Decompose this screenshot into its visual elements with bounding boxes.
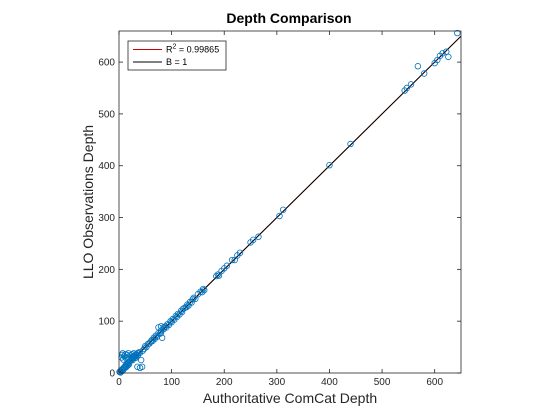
data-point [420, 70, 428, 77]
data-point [179, 305, 187, 312]
fit-lines [118, 35, 462, 374]
data-point [213, 272, 220, 280]
data-point [149, 337, 156, 345]
x-axis-label: Authoritative ComCat Depth [203, 390, 377, 406]
data-point [167, 317, 174, 325]
data-point [403, 84, 411, 92]
x-axis-ticks: 0 100 200 300 400 500 600 [116, 31, 443, 388]
data-point [156, 330, 164, 337]
x-tick-label: 600 [426, 377, 443, 388]
x-tick-label: 400 [321, 377, 338, 388]
data-point [189, 296, 196, 303]
data-point [255, 233, 262, 240]
data-point [198, 288, 206, 296]
data-point [231, 256, 238, 264]
data-point [125, 360, 133, 368]
data-point [276, 212, 283, 220]
data-point [236, 249, 244, 256]
data-point [160, 324, 167, 331]
data-point [138, 363, 146, 370]
legend: R2 = 0.99865 B = 1 [127, 40, 227, 71]
y-tick-label: 0 [109, 369, 115, 380]
data-point [158, 334, 166, 341]
data-point [162, 323, 169, 330]
plot-frame [118, 30, 462, 374]
data-point [143, 343, 150, 351]
y-tick-label: 600 [98, 58, 115, 69]
legend-b-label: B = 1 [166, 57, 187, 67]
x-tick-label: 0 [116, 377, 122, 388]
data-point [407, 81, 415, 88]
data-point [124, 362, 132, 369]
data-point [228, 256, 236, 264]
data-point [123, 363, 131, 370]
data-point [151, 335, 158, 342]
data-point [347, 140, 354, 148]
y-axis-label: LLO Observations Depth [80, 125, 96, 279]
data-point [326, 162, 333, 169]
chart-title: Depth Comparison [226, 10, 351, 26]
x-tick-label: 300 [269, 377, 286, 388]
data-point [249, 236, 257, 244]
data-point [215, 272, 223, 279]
data-point [214, 271, 222, 278]
data-point [454, 29, 461, 37]
data-point [190, 294, 197, 302]
data-point [137, 356, 145, 364]
data-point [172, 312, 180, 320]
y-tick-label: 400 [98, 161, 115, 172]
data-point [177, 307, 185, 315]
data-point [414, 63, 422, 70]
b1-fit-line [118, 35, 462, 374]
y-axis-ticks: 0 100 200 300 400 500 600 [98, 58, 461, 380]
x-tick-label: 100 [163, 377, 180, 388]
data-point [192, 295, 199, 303]
data-point [279, 206, 287, 213]
data-point [139, 347, 146, 354]
data-point [439, 50, 446, 57]
data-point [199, 285, 207, 293]
plot-area: 0 100 200 300 400 500 600 0 100 200 300 400 500 600 [98, 29, 462, 388]
y-tick-label: 300 [98, 213, 115, 224]
data-point [223, 262, 231, 269]
y-tick-label: 100 [98, 317, 115, 328]
x-tick-label: 200 [216, 377, 233, 388]
legend-box [127, 40, 227, 71]
data-point [445, 53, 452, 61]
data-point [201, 286, 208, 294]
y-tick-label: 500 [98, 109, 115, 120]
y-tick-label: 200 [98, 265, 115, 276]
x-tick-label: 500 [374, 377, 391, 388]
data-point [150, 334, 157, 341]
legend-r2-label: R2 = 0.99865 [166, 44, 219, 55]
data-points [116, 29, 461, 376]
